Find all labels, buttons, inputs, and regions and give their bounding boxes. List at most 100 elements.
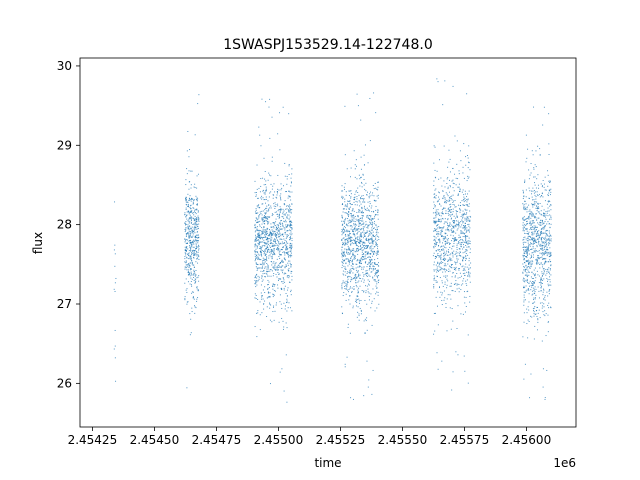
data-point: [537, 211, 539, 213]
data-point: [188, 199, 190, 201]
data-point: [528, 282, 530, 284]
data-point: [444, 232, 446, 234]
data-point: [265, 272, 267, 274]
data-point: [266, 238, 268, 240]
data-point: [358, 223, 360, 225]
data-point: [547, 221, 549, 223]
data-point: [356, 178, 358, 180]
data-point: [255, 294, 257, 296]
data-point: [451, 180, 453, 182]
data-point: [538, 234, 540, 236]
data-point: [188, 188, 190, 190]
data-point: [468, 190, 470, 192]
data-point: [190, 332, 192, 334]
data-point: [361, 249, 363, 251]
data-point: [347, 289, 349, 291]
data-point: [540, 262, 542, 264]
data-point: [456, 256, 458, 258]
data-point: [531, 257, 532, 259]
data-point: [372, 288, 374, 290]
data-point: [286, 275, 288, 277]
data-point: [288, 256, 290, 258]
data-point: [368, 299, 370, 301]
data-point: [266, 260, 268, 262]
data-point: [258, 243, 260, 245]
data-point: [284, 252, 286, 254]
data-point: [369, 259, 371, 261]
data-point: [448, 265, 450, 267]
data-point: [376, 272, 378, 274]
data-point: [195, 213, 197, 215]
data-point: [469, 274, 471, 276]
data-point: [265, 230, 267, 232]
data-point: [261, 198, 263, 200]
data-point: [347, 265, 349, 267]
data-point: [462, 172, 464, 174]
data-point: [197, 173, 199, 175]
data-point: [341, 190, 343, 192]
data-point: [192, 203, 194, 205]
data-point: [371, 221, 373, 223]
data-point: [270, 251, 272, 253]
data-point: [435, 256, 437, 257]
data-point: [546, 244, 547, 246]
data-point: [286, 302, 288, 304]
data-point: [546, 243, 548, 245]
data-point: [440, 221, 442, 223]
data-point: [358, 194, 360, 196]
data-point: [452, 252, 454, 254]
data-point: [283, 273, 285, 275]
data-point: [343, 231, 345, 233]
data-point: [534, 216, 536, 218]
data-point: [196, 240, 198, 242]
data-point: [185, 249, 187, 251]
data-point: [278, 235, 280, 237]
data-point: [269, 232, 271, 234]
data-point: [273, 238, 275, 240]
data-point: [544, 260, 546, 262]
data-point: [278, 266, 280, 268]
data-point: [265, 216, 267, 218]
data-point: [193, 269, 195, 271]
data-point: [342, 295, 344, 297]
data-point: [278, 236, 280, 238]
data-point: [526, 251, 528, 253]
data-point: [528, 210, 530, 212]
data-point: [195, 228, 197, 230]
data-point: [356, 198, 358, 200]
data-point: [375, 228, 377, 230]
data-point: [188, 197, 190, 199]
data-point: [365, 232, 367, 234]
data-point: [363, 320, 365, 322]
data-point: [346, 251, 348, 253]
data-point: [268, 208, 270, 210]
data-point: [541, 205, 543, 207]
data-point: [533, 240, 535, 242]
data-point: [193, 227, 195, 229]
data-point: [444, 221, 446, 223]
data-point: [358, 245, 360, 247]
data-point: [272, 197, 274, 199]
data-point: [531, 220, 533, 222]
data-point: [459, 190, 461, 192]
data-point: [457, 354, 459, 356]
data-point: [534, 240, 536, 242]
data-point: [537, 319, 539, 321]
data-point: [369, 266, 371, 268]
data-point: [524, 182, 526, 184]
data-point: [356, 233, 358, 235]
data-point: [277, 188, 279, 190]
data-point: [543, 214, 545, 216]
data-point: [465, 249, 467, 251]
data-point: [542, 294, 544, 296]
data-point: [277, 269, 279, 271]
data-point: [446, 298, 448, 300]
data-point: [265, 190, 267, 192]
data-point: [271, 285, 273, 287]
data-point: [548, 230, 550, 232]
data-point: [536, 261, 538, 263]
data-point: [267, 218, 269, 220]
data-point: [369, 261, 371, 263]
data-point: [281, 260, 283, 262]
data-point: [357, 239, 359, 241]
